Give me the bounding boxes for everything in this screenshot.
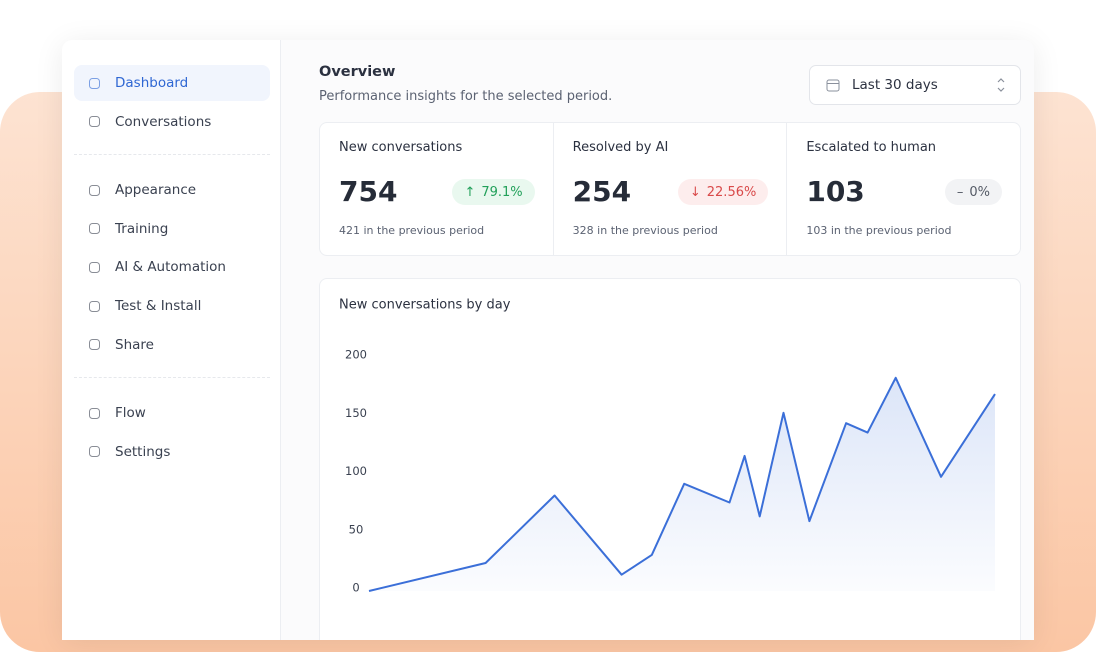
page-subtitle: Performance insights for the selected pe…: [319, 89, 613, 104]
stats-row: New conversations 754 ↑ 79.1% 421 in the pre…: [319, 122, 1021, 256]
nav-icon: [89, 300, 100, 312]
stat-value: 103: [806, 175, 865, 208]
nav-item[interactable]: AI & Automation: [74, 249, 270, 285]
stat-label: Escalated to human: [806, 140, 937, 155]
change-badge: ↑ 79.1%: [452, 179, 535, 205]
y-tick-label: 200: [345, 348, 367, 362]
nav-label: Training: [115, 220, 169, 237]
nav-item[interactable]: Flow: [74, 395, 270, 431]
nav-item[interactable]: Appearance: [74, 172, 270, 208]
stat-value: 254: [572, 175, 632, 208]
stat-card: Resolved by AI 254 ↓ 22.56% 328 in the previ…: [552, 123, 787, 255]
y-tick-label: 0: [352, 581, 359, 595]
change-badge: ↓ 22.56%: [677, 179, 769, 205]
chart-title: New conversations by day: [339, 298, 511, 313]
y-tick-label: 150: [345, 406, 367, 420]
stat-label: New conversations: [339, 140, 463, 155]
nav-icon: [89, 446, 100, 458]
nav-item[interactable]: Conversations: [74, 104, 270, 140]
line: [368, 376, 996, 592]
nav-item[interactable]: Share: [74, 327, 270, 363]
date-range: Last 30 days: [852, 77, 938, 93]
previous-period: 103 in the previous period: [806, 224, 952, 237]
area: [369, 377, 995, 591]
nav-label: Dashboard: [115, 75, 189, 91]
y-tick-label: 50: [349, 522, 364, 536]
nav-icon: [89, 407, 100, 419]
change-value: 79.1%: [481, 184, 523, 200]
stat-label: Resolved by AI: [572, 140, 669, 155]
calendar-icon: [826, 79, 840, 92]
separator: [74, 377, 270, 379]
app-panel: Dashboard Conversations Appearance Training…: [62, 40, 1034, 640]
nav-label: AI & Automation: [115, 259, 226, 276]
separator: [74, 154, 270, 156]
nav-label: Test & Install: [115, 298, 202, 314]
page: Dashboard Conversations Appearance Training…: [0, 40, 1096, 652]
nav-item[interactable]: Dashboard: [74, 65, 270, 101]
nav-label: Share: [115, 336, 154, 353]
stat-card: New conversations 754 ↑ 79.1% 421 in the pre…: [320, 123, 553, 255]
change-arrow: ↑: [464, 184, 476, 200]
nav-icon: [89, 77, 100, 89]
change-value: 22.56%: [706, 184, 757, 200]
nav-label: Flow: [115, 405, 146, 422]
chart-card: New conversations by day 0 50 100 150 200: [319, 278, 1021, 640]
nav-label: Conversations: [115, 113, 212, 130]
nav-icon: [89, 184, 100, 196]
nav-item[interactable]: Test & Install: [74, 288, 270, 324]
chart: New conversations by day 0 50 100 150 200: [339, 298, 996, 595]
date-picker[interactable]: Last 30 days: [809, 65, 1021, 105]
change-badge: –0%: [944, 179, 1003, 205]
previous-period: 421 in the previous period: [339, 224, 485, 237]
nav-icon: [89, 261, 100, 273]
nav-icon: [89, 223, 100, 235]
chevron-icon: [997, 78, 1005, 92]
stat-card: Escalated to human 103 –0% 103 in the previ…: [786, 123, 1020, 255]
change-value: 0%: [969, 184, 991, 200]
y-tick-label: 100: [345, 464, 367, 478]
change-arrow: –: [956, 184, 964, 200]
stat-value: 754: [339, 175, 398, 208]
nav-label: Appearance: [115, 182, 197, 199]
previous-period: 328 in the previous period: [572, 224, 718, 237]
nav-icon: [89, 339, 100, 351]
change-arrow: ↓: [689, 184, 701, 200]
nav-item[interactable]: Settings: [74, 434, 270, 470]
nav-item[interactable]: Training: [74, 211, 270, 247]
page-title: Overview: [319, 64, 396, 80]
nav-label: Settings: [115, 443, 171, 460]
sidebar: Dashboard Conversations Appearance Training…: [62, 40, 281, 640]
nav-icon: [89, 116, 100, 128]
